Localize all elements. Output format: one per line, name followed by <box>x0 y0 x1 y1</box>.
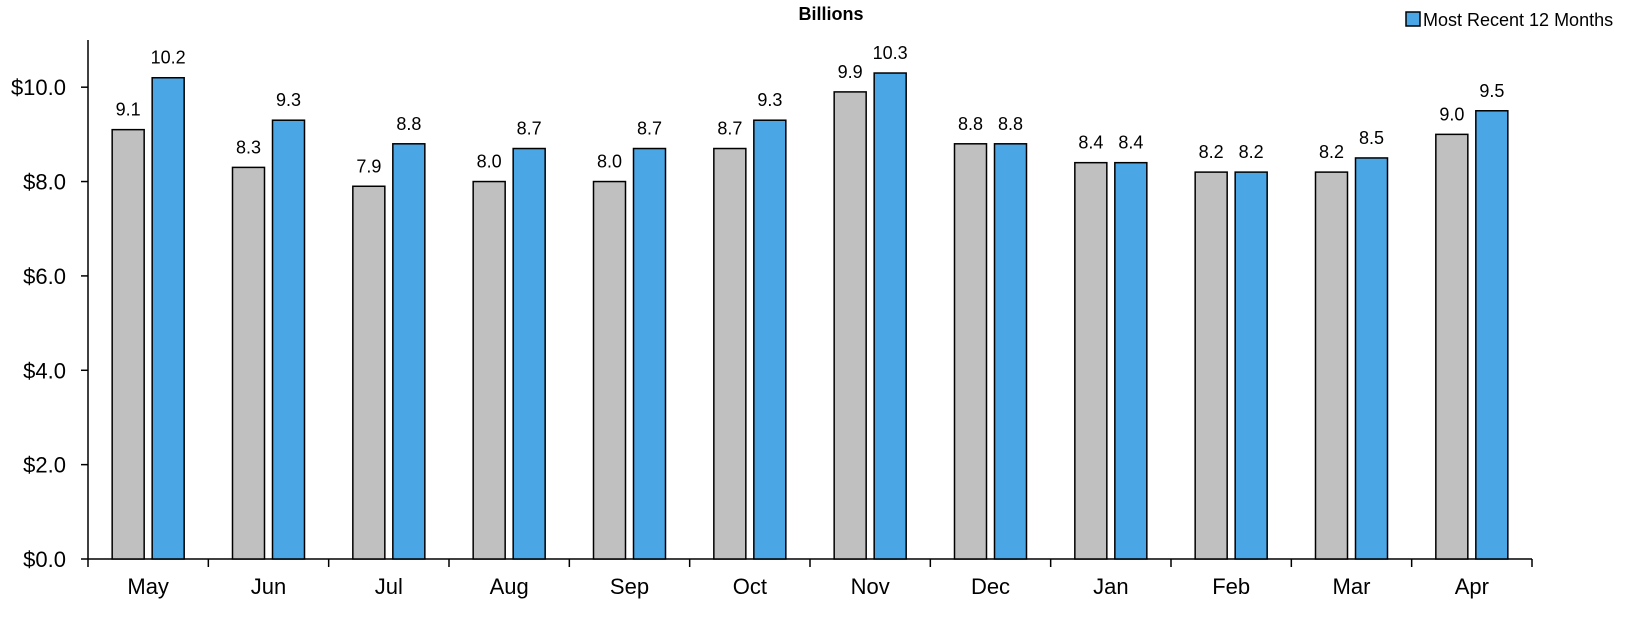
bar <box>1314 171 1349 560</box>
bar <box>472 180 506 560</box>
bar <box>231 166 266 560</box>
bar <box>1435 133 1469 560</box>
y-tick-label: $8.0 <box>23 170 66 195</box>
bar <box>271 119 306 560</box>
x-tick-label: Nov <box>851 574 890 599</box>
legend: Most Recent 12 Months <box>1405 10 1613 30</box>
data-label: 9.3 <box>757 90 782 110</box>
x-tick-label: Jan <box>1093 574 1128 599</box>
data-label: 8.8 <box>998 114 1023 134</box>
bar <box>713 147 747 560</box>
bar <box>151 76 185 560</box>
x-tick-label: Mar <box>1333 574 1371 599</box>
x-tick-label: Aug <box>490 574 529 599</box>
plot-area: $0.0 $2.0 $4.0 $6.0 $8.0 $10.0 9.1 10.2 May 8.3 9.… <box>11 40 1533 599</box>
bar <box>592 180 627 560</box>
data-label: 8.7 <box>637 119 662 139</box>
bar <box>753 119 787 560</box>
data-label: 8.2 <box>1239 142 1264 162</box>
chart-title: Billions <box>798 4 863 24</box>
y-tick-label: $2.0 <box>23 453 66 478</box>
bar <box>1354 157 1389 560</box>
data-label: 9.9 <box>838 62 863 82</box>
data-label: 10.2 <box>151 48 186 68</box>
legend-swatch <box>1405 11 1421 27</box>
data-label: 8.2 <box>1319 142 1344 162</box>
bar <box>953 143 988 560</box>
data-label: 8.7 <box>717 119 742 139</box>
y-tick-label: $0.0 <box>23 547 66 572</box>
y-tick-label: $4.0 <box>23 358 66 383</box>
x-tick-label: Jul <box>375 574 403 599</box>
y-tick-label: $10.0 <box>11 75 66 100</box>
x-tick-label: Apr <box>1455 574 1489 599</box>
bar <box>1114 161 1148 560</box>
bar <box>111 128 145 560</box>
data-label: 9.0 <box>1439 104 1464 124</box>
x-tick-label: Sep <box>610 574 649 599</box>
bar <box>352 185 386 560</box>
bar <box>1234 171 1268 560</box>
bar <box>1074 161 1108 560</box>
bar <box>632 147 667 560</box>
bar <box>993 143 1028 560</box>
x-tick-label: Dec <box>971 574 1010 599</box>
bar <box>392 143 426 560</box>
data-label: 8.8 <box>396 114 421 134</box>
x-tick-label: Jun <box>251 574 286 599</box>
data-label: 9.5 <box>1479 81 1504 101</box>
data-label: 9.1 <box>116 100 141 120</box>
y-tick-label: $6.0 <box>23 264 66 289</box>
bar <box>512 147 546 560</box>
data-label: 8.4 <box>1118 133 1143 153</box>
x-tick-label: May <box>127 574 169 599</box>
x-tick-label: Oct <box>733 574 767 599</box>
data-label: 8.7 <box>517 119 542 139</box>
legend-label: Most Recent 12 Months <box>1423 10 1613 30</box>
data-label: 8.8 <box>958 114 983 134</box>
data-label: 8.5 <box>1359 128 1384 148</box>
bar <box>1475 110 1509 560</box>
bar <box>833 91 867 560</box>
data-label: 7.9 <box>356 156 381 176</box>
data-label: 8.0 <box>597 152 622 172</box>
data-label: 8.0 <box>477 152 502 172</box>
x-tick-label: Feb <box>1212 574 1250 599</box>
data-label: 8.4 <box>1078 133 1103 153</box>
data-label: 8.3 <box>236 137 261 157</box>
data-label: 8.2 <box>1199 142 1224 162</box>
data-label: 10.3 <box>873 43 908 63</box>
bar <box>1194 171 1228 560</box>
data-label: 9.3 <box>276 90 301 110</box>
bar <box>873 72 907 560</box>
